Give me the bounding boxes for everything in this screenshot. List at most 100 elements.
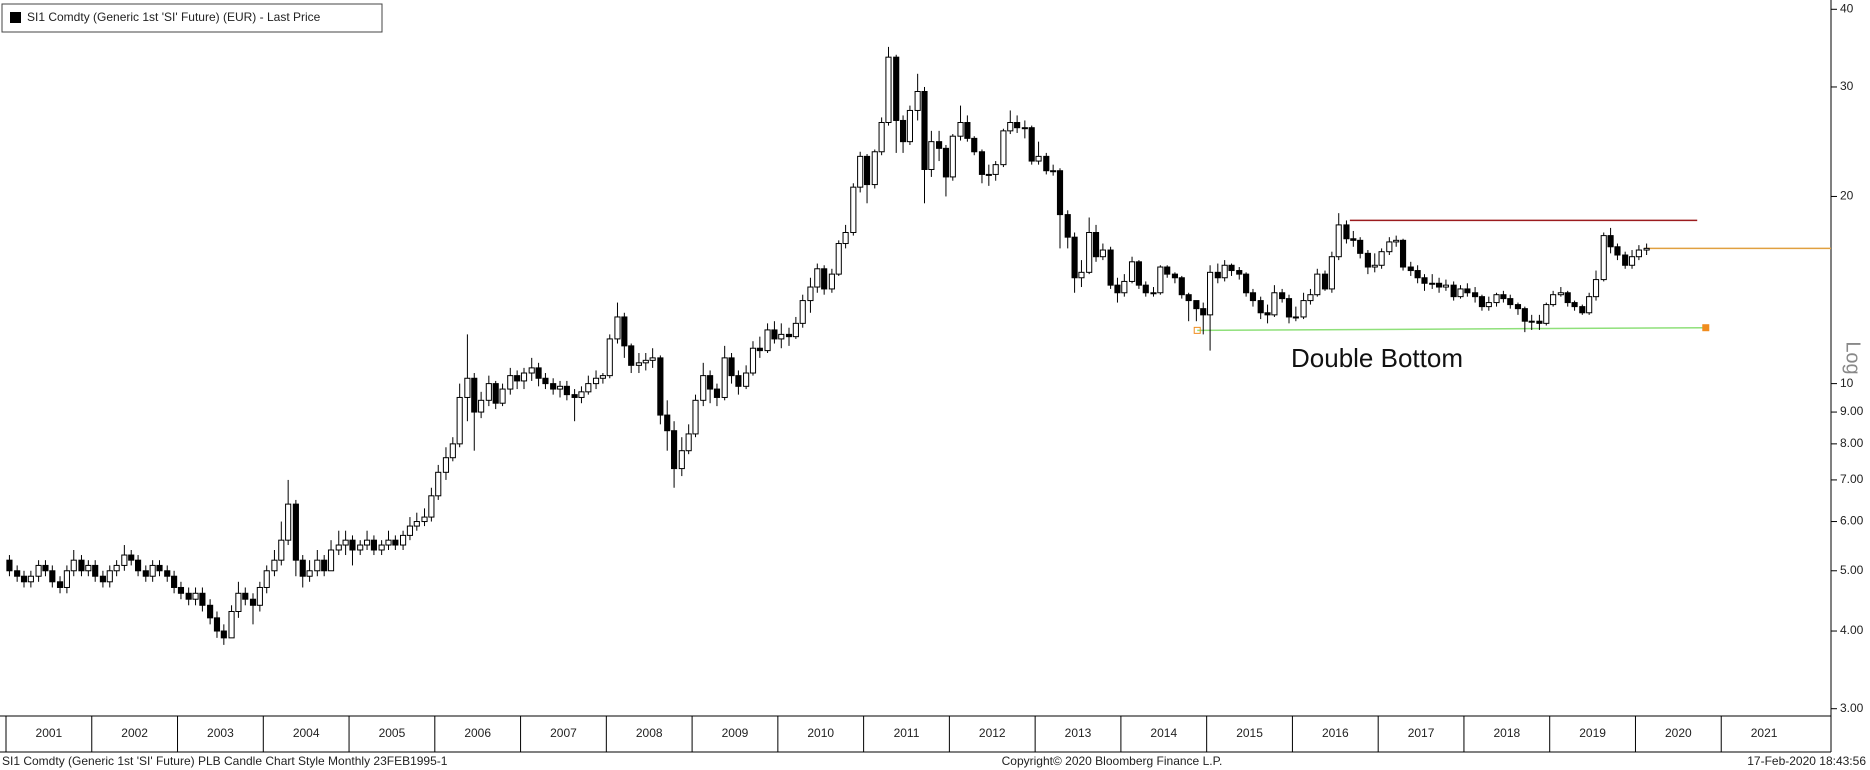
candle-body [20, 575, 28, 583]
candle-body [1429, 282, 1436, 285]
candle-body [400, 534, 407, 546]
x-tick-label: 2015 [1236, 726, 1263, 740]
candle-body [456, 396, 463, 445]
candle-body [871, 151, 878, 186]
x-tick-label: 2002 [121, 726, 148, 740]
candle-body [292, 503, 299, 561]
candle-body [135, 559, 142, 572]
candle-body [1478, 296, 1486, 308]
candle-body [357, 544, 364, 551]
candle-body [349, 539, 356, 551]
candle-body [571, 394, 578, 398]
candle-body [1135, 261, 1142, 286]
candle-body [828, 273, 835, 290]
candle-body [271, 559, 278, 572]
candle-body [171, 575, 178, 588]
candle-body [421, 516, 428, 523]
candle-body [1335, 224, 1342, 258]
candle-body [321, 559, 328, 572]
candle-body [1614, 246, 1621, 256]
candle-body [1350, 238, 1357, 241]
y-tick-label: 30 [1840, 79, 1854, 93]
candle-body [378, 544, 385, 551]
candle-body [1485, 302, 1492, 308]
candle-body [928, 141, 935, 170]
candle-body [1243, 273, 1250, 294]
candle-body [657, 357, 664, 416]
candle-body [142, 570, 149, 577]
candle-body [327, 549, 335, 572]
y-tick-label: 9.00 [1840, 404, 1864, 418]
candle-body [1021, 127, 1028, 130]
candle-body [471, 377, 478, 413]
candle-body [678, 450, 685, 470]
candle-body [1142, 284, 1149, 294]
candle-body [1150, 292, 1157, 295]
candle-body [385, 539, 392, 546]
candle-body [728, 357, 735, 377]
guide-line [1197, 326, 1706, 332]
candle-body [1528, 320, 1535, 323]
candle-body [1607, 235, 1614, 248]
candle-body [1399, 239, 1407, 268]
candle-body [1500, 294, 1507, 300]
candle-body [6, 559, 13, 572]
y-tick-label: 7.00 [1840, 472, 1864, 486]
candle-body [814, 268, 821, 288]
candle-body [957, 122, 964, 137]
candle-body [1200, 308, 1207, 316]
candle-body [1592, 279, 1600, 298]
candle-body [220, 630, 227, 639]
candle-body [1386, 241, 1393, 253]
candle-body [285, 503, 292, 541]
candle-body [406, 525, 414, 536]
candle-body [642, 359, 649, 364]
candle-body [550, 383, 557, 390]
candle-body [1236, 270, 1243, 275]
candle-body [1378, 251, 1385, 266]
candle-body [1364, 252, 1371, 268]
candle-body [306, 570, 313, 577]
candle-body [128, 554, 135, 561]
candle-body [949, 135, 956, 178]
candle-body [649, 357, 656, 361]
candle-body [563, 385, 570, 396]
candle-body [507, 375, 514, 390]
candle-body [1128, 261, 1136, 282]
candle-body [442, 457, 450, 473]
candle-body [756, 347, 763, 352]
candle-body [835, 243, 842, 275]
x-tick-label: 2021 [1751, 726, 1778, 740]
candle-body [1543, 304, 1550, 324]
candle-body [1407, 266, 1414, 272]
candle-body [735, 375, 742, 387]
x-tick-label: 2017 [1408, 726, 1435, 740]
candle-body [1435, 282, 1443, 288]
candle-body [1442, 284, 1450, 288]
candle-body [713, 388, 721, 398]
candle-body [1035, 155, 1042, 162]
candle-body [635, 362, 642, 366]
candle-body [106, 570, 113, 583]
candle-body [1171, 273, 1179, 279]
candle-body [1321, 273, 1329, 290]
x-tick-label: 2011 [894, 726, 920, 740]
candle-body [177, 586, 185, 594]
candle-body [1557, 292, 1564, 296]
candle-body [278, 539, 285, 561]
x-tick-label: 2005 [379, 726, 406, 740]
candle-body [1414, 270, 1421, 279]
candle-body [1185, 294, 1192, 302]
x-tick-label: 2014 [1150, 726, 1177, 740]
candle-body [263, 570, 270, 588]
candle-body [743, 372, 750, 387]
y-tick-label: 20 [1840, 189, 1854, 203]
candle-body [936, 141, 943, 149]
candle-body [299, 559, 306, 577]
x-tick-label: 2007 [550, 726, 577, 740]
candle-body [850, 186, 857, 234]
x-tick-label: 2010 [807, 726, 834, 740]
candle-body [1314, 273, 1321, 296]
candle-body [992, 164, 999, 175]
